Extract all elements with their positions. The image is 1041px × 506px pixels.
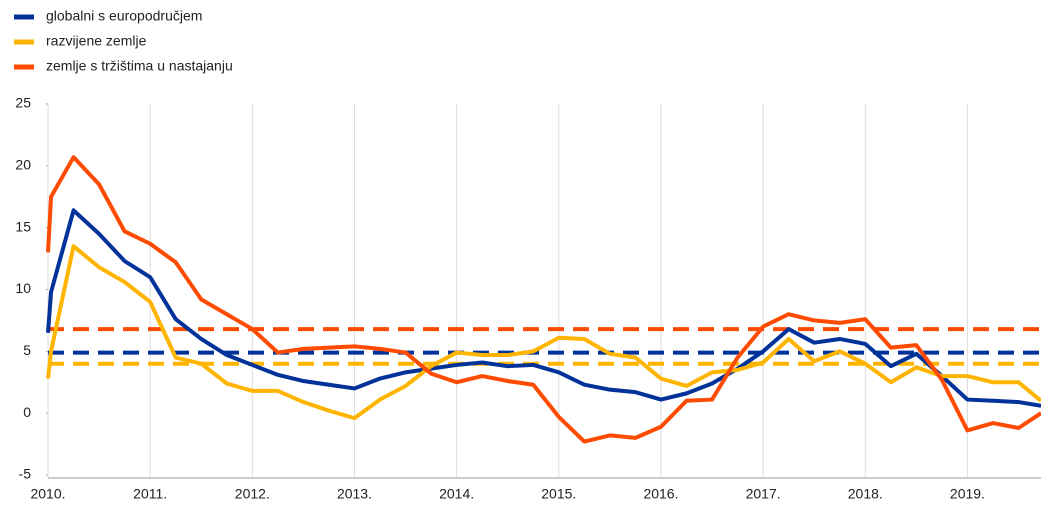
x-tick-label: 2016. xyxy=(643,486,678,502)
legend-label: globalni s europodručjem xyxy=(46,8,202,24)
x-tick-label: 2019. xyxy=(950,486,985,502)
x-tick-label: 2010. xyxy=(30,486,65,502)
y-tick-label: 5 xyxy=(23,342,31,358)
y-tick-label: 20 xyxy=(15,157,31,173)
series-line xyxy=(46,155,1041,444)
y-tick-label: 15 xyxy=(15,218,31,234)
x-tick-label: 2017. xyxy=(746,486,781,502)
legend-label: zemlje s tržištima u nastajanju xyxy=(46,58,233,74)
y-tick-label: -5 xyxy=(19,466,32,482)
x-tick-label: 2014. xyxy=(439,486,474,502)
series-line xyxy=(46,208,1041,408)
x-tick-label: 2018. xyxy=(848,486,883,502)
y-tick-label: 0 xyxy=(23,404,31,420)
legend-label: razvijene zemlje xyxy=(46,33,147,49)
series-line xyxy=(46,244,1041,421)
y-tick-label: 25 xyxy=(15,95,31,111)
x-tick-label: 2015. xyxy=(541,486,576,502)
y-tick-label: 10 xyxy=(15,280,31,296)
x-tick-label: 2012. xyxy=(235,486,270,502)
x-tick-label: 2011. xyxy=(133,486,167,502)
x-tick-label: 2013. xyxy=(337,486,372,502)
